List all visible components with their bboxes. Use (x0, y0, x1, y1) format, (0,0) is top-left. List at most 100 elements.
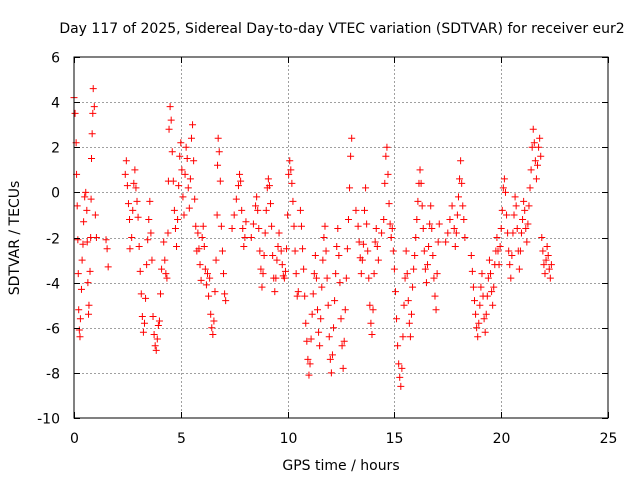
data-point (153, 335, 161, 343)
data-point (317, 315, 325, 323)
data-point (312, 274, 320, 282)
data-point (76, 333, 84, 341)
data-point (413, 215, 421, 223)
data-point (352, 206, 360, 214)
data-point (444, 229, 452, 237)
data-point (323, 274, 331, 282)
data-point (389, 247, 397, 255)
data-point (133, 197, 141, 205)
data-point (287, 166, 295, 174)
x-axis-tick-labels: 0 5 10 15 20 25 (70, 431, 617, 447)
data-point (128, 234, 136, 241)
data-point (79, 240, 87, 248)
data-point (358, 256, 366, 264)
data-point (545, 265, 553, 273)
data-point (487, 270, 495, 278)
data-point (132, 184, 140, 192)
data-point (507, 274, 515, 282)
data-point (90, 103, 98, 111)
y-tick-label: -4 (46, 277, 60, 293)
data-point (401, 274, 409, 282)
data-point (336, 279, 344, 287)
data-point (391, 288, 399, 296)
data-point (80, 218, 88, 226)
data-point (417, 179, 425, 187)
data-point (196, 261, 204, 269)
data-point (77, 285, 85, 293)
data-point (236, 170, 244, 178)
data-point (182, 143, 190, 151)
data-point (394, 342, 402, 350)
data-point (481, 328, 489, 336)
data-point (189, 121, 197, 129)
data-point (257, 265, 265, 273)
data-point (448, 202, 456, 210)
data-point (419, 224, 427, 232)
data-point (321, 222, 329, 230)
data-point (88, 130, 96, 138)
data-point (308, 310, 316, 318)
data-point (387, 234, 395, 241)
data-point (315, 328, 323, 336)
data-point (334, 224, 342, 232)
data-point (71, 109, 79, 117)
data-point (86, 267, 94, 275)
data-point (506, 261, 514, 269)
data-point (498, 206, 506, 214)
data-point (446, 215, 454, 223)
data-point (340, 337, 348, 345)
data-point (89, 109, 97, 117)
data-point (365, 274, 373, 282)
data-point (191, 195, 199, 203)
data-point (285, 170, 293, 178)
data-point (324, 301, 332, 309)
data-point (360, 206, 368, 214)
data-point (210, 317, 218, 325)
data-point (192, 222, 200, 230)
data-point (529, 125, 537, 133)
data-point (335, 252, 343, 260)
y-tick-label: 2 (51, 141, 60, 157)
data-point (228, 224, 236, 232)
data-point (241, 234, 249, 241)
data-point (155, 317, 163, 325)
data-point (544, 252, 552, 260)
data-point (452, 229, 460, 237)
data-point (538, 234, 546, 241)
data-point (160, 238, 168, 246)
data-point (240, 243, 248, 251)
data-point (92, 234, 100, 241)
data-point (217, 222, 225, 230)
x-tick-label: 5 (177, 431, 186, 447)
data-point (230, 211, 238, 219)
data-point (258, 283, 266, 291)
data-point (158, 265, 166, 273)
data-point (320, 234, 328, 241)
data-point (238, 206, 246, 214)
data-point (284, 211, 292, 219)
data-point (272, 274, 280, 282)
data-point (472, 310, 480, 318)
data-point (535, 143, 543, 151)
data-point (88, 155, 96, 163)
data-point (319, 256, 327, 264)
data-point (476, 301, 484, 309)
data-point (75, 306, 83, 314)
data-point (102, 236, 110, 244)
data-point (322, 247, 330, 255)
data-point (300, 265, 308, 273)
data-point (434, 238, 442, 246)
data-point (265, 182, 273, 190)
data-point (180, 211, 188, 219)
data-point (523, 238, 531, 246)
data-point (517, 229, 525, 237)
data-point (294, 288, 302, 296)
data-point (186, 175, 194, 183)
data-point (399, 333, 407, 341)
data-point (416, 166, 424, 174)
data-point (537, 152, 545, 160)
y-tick-label: 6 (51, 51, 60, 67)
data-point (296, 206, 304, 214)
data-point (341, 306, 349, 314)
data-point (151, 342, 159, 350)
